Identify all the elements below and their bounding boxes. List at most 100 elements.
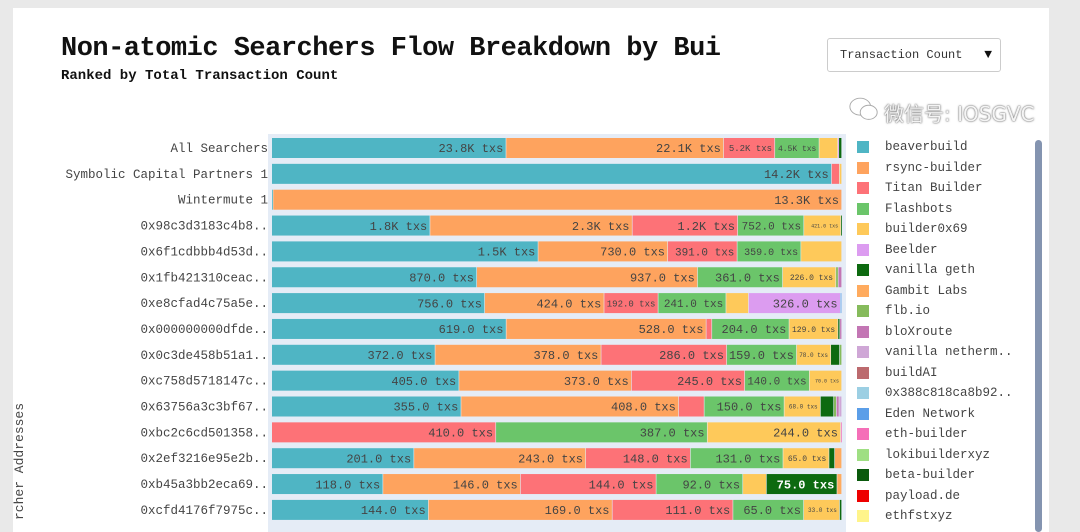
bar-segment[interactable] bbox=[506, 318, 706, 339]
bar-segment[interactable] bbox=[819, 138, 838, 158]
bar-segment[interactable] bbox=[272, 163, 832, 184]
bar-segment[interactable] bbox=[520, 474, 656, 495]
bar-segment[interactable] bbox=[632, 215, 738, 236]
bar-segment[interactable] bbox=[272, 422, 496, 443]
bar-segment[interactable] bbox=[789, 318, 838, 339]
bar-segment[interactable] bbox=[809, 370, 842, 391]
bar-segment[interactable] bbox=[272, 396, 461, 417]
bar-segment[interactable] bbox=[839, 396, 842, 417]
bar-segment[interactable] bbox=[744, 370, 810, 391]
bar-segment[interactable] bbox=[733, 499, 804, 520]
legend-item[interactable]: vanilla geth bbox=[857, 260, 975, 280]
bar-segment[interactable] bbox=[678, 396, 704, 417]
metric-dropdown[interactable]: Transaction Count ▼ bbox=[827, 38, 1001, 72]
bar-segment[interactable] bbox=[484, 293, 604, 314]
bar-segment[interactable] bbox=[273, 189, 842, 210]
bar-segment[interactable] bbox=[272, 189, 273, 210]
bar-segment[interactable] bbox=[838, 267, 842, 288]
bar-segment[interactable] bbox=[272, 370, 459, 391]
bar-segment[interactable] bbox=[831, 163, 840, 184]
bar-segment[interactable] bbox=[836, 267, 838, 288]
legend-item[interactable]: vanilla netherm.. bbox=[857, 342, 1013, 362]
legend-item[interactable]: Flashbots bbox=[857, 199, 953, 219]
bar-segment[interactable] bbox=[839, 499, 842, 520]
bar-segment[interactable] bbox=[707, 422, 841, 443]
bar-segment[interactable] bbox=[801, 241, 842, 262]
bar-segment[interactable] bbox=[656, 474, 743, 495]
bar-segment[interactable] bbox=[726, 344, 797, 365]
bar-segment[interactable] bbox=[782, 267, 836, 288]
bar-segment[interactable] bbox=[829, 448, 835, 469]
bar-segment[interactable] bbox=[272, 318, 506, 339]
bar-segment[interactable] bbox=[612, 499, 733, 520]
bar-segment[interactable] bbox=[477, 267, 698, 288]
bar-segment[interactable] bbox=[737, 241, 801, 262]
bar-segment[interactable] bbox=[690, 448, 783, 469]
legend-item[interactable]: beta-builder bbox=[857, 465, 975, 485]
bar-segment[interactable] bbox=[834, 448, 842, 469]
bar-segment[interactable] bbox=[840, 318, 842, 339]
bar-segment[interactable] bbox=[836, 396, 839, 417]
bar-segment[interactable] bbox=[838, 318, 840, 339]
bar-segment[interactable] bbox=[726, 293, 749, 314]
bar-segment[interactable] bbox=[435, 344, 601, 365]
legend-item[interactable]: eth-builder bbox=[857, 424, 968, 444]
bar-segment[interactable] bbox=[796, 344, 831, 365]
legend-item[interactable]: 0x388c818ca8b92.. bbox=[857, 383, 1013, 403]
legend-item[interactable]: Titan Builder bbox=[857, 178, 983, 198]
bar-segment[interactable] bbox=[839, 344, 842, 365]
bar-segment[interactable] bbox=[837, 474, 842, 495]
bar-segment[interactable] bbox=[585, 448, 691, 469]
legend-item[interactable]: beaverbuild bbox=[857, 137, 968, 157]
bar-segment[interactable] bbox=[272, 215, 430, 236]
legend-item[interactable]: Gambit Labs bbox=[857, 281, 968, 301]
legend-item[interactable]: buildAI bbox=[857, 363, 938, 383]
bar-segment[interactable] bbox=[272, 241, 538, 262]
bar-segment[interactable] bbox=[496, 422, 707, 443]
bar-segment[interactable] bbox=[748, 293, 840, 314]
bar-segment[interactable] bbox=[803, 499, 840, 520]
bar-segment[interactable] bbox=[604, 293, 658, 314]
bar-segment[interactable] bbox=[743, 474, 767, 495]
bar-segment[interactable] bbox=[712, 318, 789, 339]
legend-item[interactable]: ethfstxyz bbox=[857, 506, 953, 526]
bar-segment[interactable] bbox=[459, 370, 632, 391]
bar-segment[interactable] bbox=[506, 138, 724, 158]
bar-segment[interactable] bbox=[272, 499, 429, 520]
bar-segment[interactable] bbox=[766, 474, 837, 495]
legend-scrollbar[interactable] bbox=[1035, 140, 1042, 532]
bar-segment[interactable] bbox=[839, 138, 842, 158]
bar-segment[interactable] bbox=[272, 138, 506, 158]
bar-segment[interactable] bbox=[820, 396, 834, 417]
bar-segment[interactable] bbox=[658, 293, 726, 314]
bar-segment[interactable] bbox=[783, 448, 829, 469]
bar-segment[interactable] bbox=[697, 267, 783, 288]
legend-item[interactable]: Eden Network bbox=[857, 404, 975, 424]
bar-segment[interactable] bbox=[538, 241, 668, 262]
legend-item[interactable]: Beelder bbox=[857, 240, 938, 260]
bar-segment[interactable] bbox=[414, 448, 586, 469]
bar-segment[interactable] bbox=[831, 344, 840, 365]
legend-item[interactable]: payload.de bbox=[857, 486, 960, 506]
bar-segment[interactable] bbox=[461, 396, 679, 417]
bar-segment[interactable] bbox=[704, 396, 784, 417]
bar-segment[interactable] bbox=[841, 215, 842, 236]
legend-item[interactable]: bloXroute bbox=[857, 322, 953, 342]
bar-segment[interactable] bbox=[775, 138, 819, 158]
bar-segment[interactable] bbox=[804, 215, 841, 236]
bar-segment[interactable] bbox=[383, 474, 521, 495]
bar-segment[interactable] bbox=[667, 241, 737, 262]
bar-segment[interactable] bbox=[839, 163, 842, 184]
bar-segment[interactable] bbox=[838, 138, 839, 158]
bar-segment[interactable] bbox=[840, 293, 842, 314]
bar-segment[interactable] bbox=[706, 318, 712, 339]
bar-segment[interactable] bbox=[272, 448, 414, 469]
bar-segment[interactable] bbox=[723, 138, 775, 158]
bar-segment[interactable] bbox=[601, 344, 727, 365]
bar-segment[interactable] bbox=[272, 474, 383, 495]
bar-segment[interactable] bbox=[840, 422, 842, 443]
legend-item[interactable]: lokibuilderxyz bbox=[857, 445, 990, 465]
legend-item[interactable]: rsync-builder bbox=[857, 158, 983, 178]
bar-segment[interactable] bbox=[631, 370, 745, 391]
bar-segment[interactable] bbox=[430, 215, 632, 236]
